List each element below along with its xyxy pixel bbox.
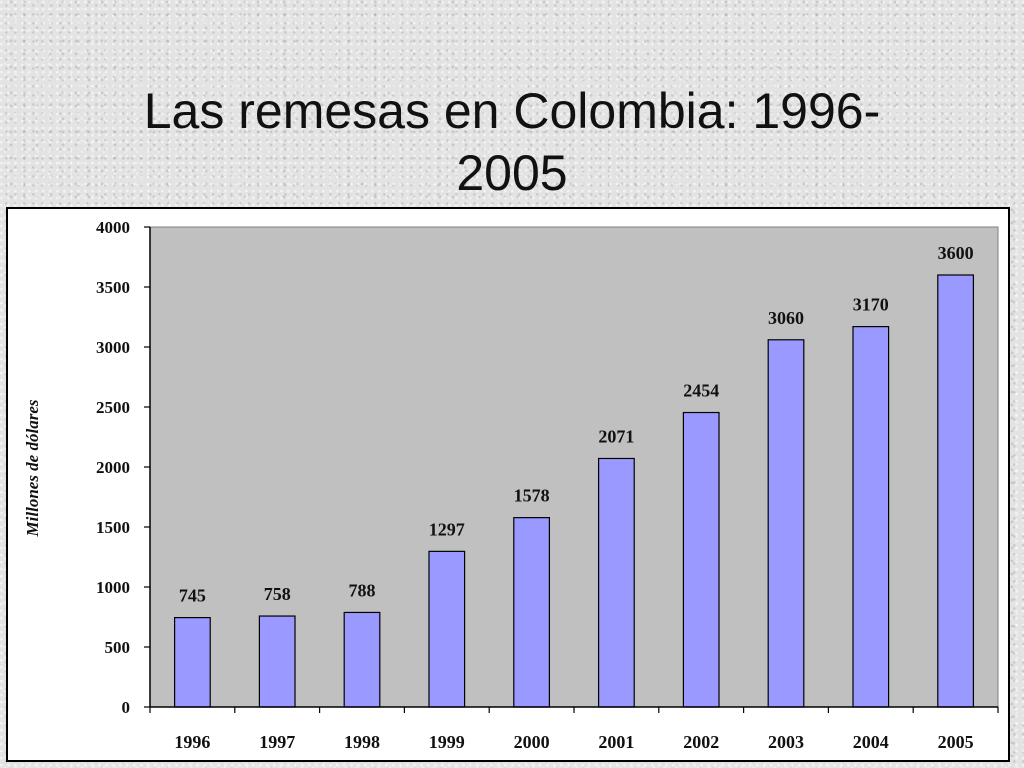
bar-1997 <box>258 615 296 708</box>
data-label-1999: 1297 <box>429 519 465 539</box>
bar-2000 <box>513 517 551 708</box>
x-tick-label-2005: 2005 <box>938 732 974 752</box>
x-tick-label-1999: 1999 <box>429 732 465 752</box>
bar-2001 <box>597 457 635 708</box>
y-tick-label: 2500 <box>96 398 130 417</box>
bar-2002 <box>682 411 720 708</box>
data-label-2004: 3170 <box>853 295 889 315</box>
data-label-2002: 2454 <box>683 381 719 401</box>
x-tick-label-1998: 1998 <box>344 732 380 752</box>
bar-1999 <box>428 550 466 708</box>
data-label-2005: 3600 <box>938 243 974 263</box>
bar-1998 <box>343 611 381 708</box>
y-tick-label: 3000 <box>96 338 130 357</box>
x-tick-label-2001: 2001 <box>598 732 634 752</box>
x-tick-label-1997: 1997 <box>259 732 295 752</box>
slide-title-line-1: Las remesas en Colombia: 1996- <box>143 83 881 139</box>
x-tick-label-2000: 2000 <box>514 732 550 752</box>
x-tick-label-2004: 2004 <box>853 732 889 752</box>
data-label-2000: 1578 <box>514 486 550 506</box>
bar-2003 <box>767 339 805 708</box>
bar-2005 <box>937 274 975 708</box>
slide-title-line-2: 2005 <box>456 145 568 201</box>
bar-2004 <box>852 326 890 708</box>
data-label-1997: 758 <box>264 584 291 604</box>
x-tick-label-2002: 2002 <box>683 732 719 752</box>
x-tick-label-1996: 1996 <box>174 732 210 752</box>
y-tick-label: 3500 <box>96 278 130 297</box>
y-tick-label: 2000 <box>96 458 130 477</box>
bar-1996 <box>173 616 211 708</box>
y-tick-label: 1500 <box>96 518 130 537</box>
y-tick-label: 4000 <box>96 218 130 237</box>
data-label-2001: 2071 <box>598 426 634 446</box>
slide-title: Las remesas en Colombia: 1996- 2005 <box>0 80 1024 204</box>
y-axis-title: Millones de dólares <box>23 399 42 537</box>
y-tick-label: 0 <box>122 698 131 717</box>
y-tick-label: 500 <box>105 638 131 657</box>
data-label-1996: 745 <box>179 586 206 606</box>
data-label-2003: 3060 <box>768 308 804 328</box>
data-label-1998: 788 <box>349 580 376 600</box>
y-tick-label: 1000 <box>96 578 130 597</box>
x-tick-label-2003: 2003 <box>768 732 804 752</box>
